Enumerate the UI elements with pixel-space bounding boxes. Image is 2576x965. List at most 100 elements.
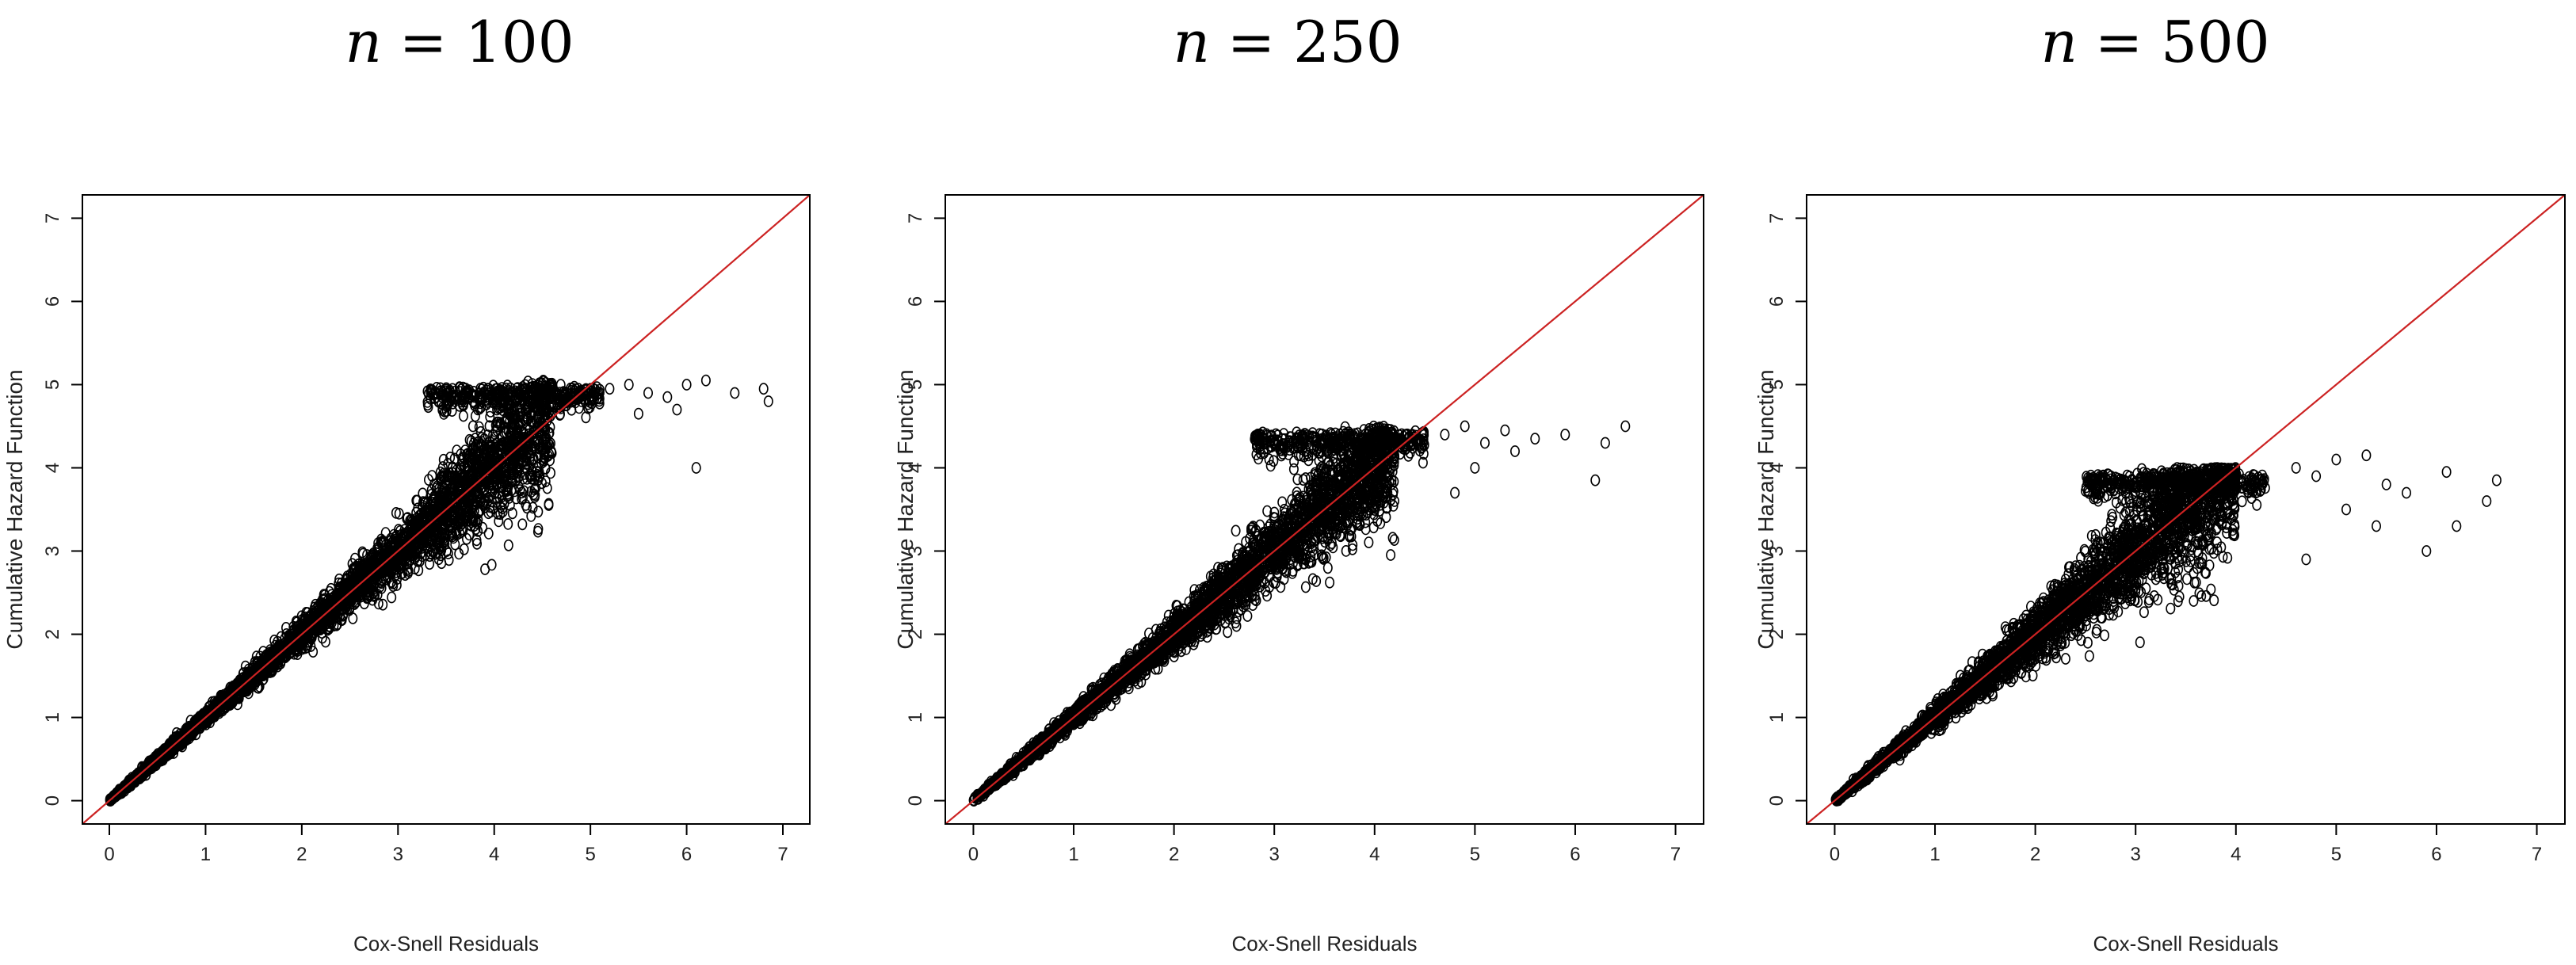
data-point (105, 794, 115, 807)
data-point (594, 392, 605, 405)
data-point (558, 388, 568, 401)
data-point (386, 576, 396, 589)
data-point (450, 385, 460, 398)
data-point (320, 635, 330, 648)
data-point (445, 526, 456, 538)
outlier-point (700, 374, 711, 387)
plot-frame (82, 194, 811, 825)
data-point (473, 436, 483, 448)
data-point (349, 598, 360, 610)
data-point (479, 498, 489, 509)
x-tick-label: 5 (585, 844, 595, 865)
data-point (444, 554, 454, 566)
data-point (459, 452, 469, 463)
data-point (151, 751, 162, 764)
data-point (504, 404, 514, 416)
data-point (466, 512, 476, 524)
data-point (403, 512, 413, 524)
y-tick-label: 2 (42, 629, 63, 639)
data-point (540, 393, 551, 406)
outlier-point (633, 407, 643, 420)
y-tick-label: 1 (42, 712, 63, 723)
data-point (423, 536, 433, 549)
data-point (492, 387, 502, 399)
data-point (478, 381, 488, 394)
data-point (497, 490, 507, 503)
data-point (380, 573, 391, 585)
data-point (442, 400, 452, 413)
outlier-point (758, 383, 769, 395)
data-point (470, 397, 480, 410)
data-point (113, 786, 124, 799)
data-point (517, 491, 528, 504)
data-point (503, 518, 513, 530)
data-point (499, 394, 509, 406)
data-point (480, 563, 490, 575)
data-point (517, 493, 527, 505)
data-point (509, 417, 520, 429)
data-point (585, 401, 595, 414)
data-point (450, 538, 460, 551)
outlier-point (605, 383, 615, 395)
data-point (467, 471, 477, 483)
data-point (234, 692, 244, 704)
data-point (457, 491, 467, 504)
data-point (483, 458, 494, 471)
data-point (492, 416, 502, 429)
x-axis-label: Cox-Snell Residuals (353, 932, 539, 955)
title-value: = 250 (1227, 9, 1402, 75)
data-point (515, 484, 525, 497)
data-point (478, 480, 488, 493)
data-point (209, 696, 219, 708)
panel-title: n = 250 (1173, 9, 1402, 75)
panel-title: n = 100 (345, 9, 574, 75)
data-point (425, 558, 435, 570)
data-point (544, 498, 554, 510)
data-point (276, 631, 286, 643)
data-point (570, 385, 580, 398)
data-point (532, 416, 542, 429)
data-point (518, 426, 529, 439)
data-point (378, 598, 388, 611)
data-point (426, 383, 436, 395)
data-point (459, 511, 469, 524)
data-point (436, 487, 446, 500)
data-point (1325, 576, 1335, 589)
data-point (442, 391, 452, 403)
data-point (397, 528, 407, 540)
data-point (467, 395, 478, 407)
data-point (564, 395, 574, 407)
data-point (216, 691, 226, 703)
data-point (300, 632, 311, 645)
data-point (433, 509, 443, 522)
data-point (552, 398, 563, 410)
data-point (583, 398, 593, 410)
data-point (472, 497, 483, 509)
data-point (495, 417, 506, 429)
data-point (473, 514, 483, 526)
data-point (488, 396, 498, 409)
data-point (422, 497, 433, 509)
y-tick-label: 4 (42, 463, 63, 473)
data-point (442, 471, 452, 483)
data-point (515, 408, 525, 420)
outlier-point (763, 395, 773, 407)
data-point (357, 546, 368, 559)
data-point (546, 445, 556, 457)
data-point (528, 502, 538, 514)
data-point (422, 542, 433, 554)
data-point (494, 515, 504, 528)
data-point (503, 539, 513, 551)
x-tick-label: 2 (296, 844, 307, 865)
data-point (526, 486, 536, 498)
reference-line (82, 195, 810, 824)
data-point (438, 453, 448, 466)
data-point (273, 647, 284, 660)
y-tick-label: 5 (42, 380, 63, 390)
data-point (426, 484, 437, 496)
data-point (371, 552, 381, 564)
data-point (192, 718, 202, 730)
data-point (414, 555, 425, 567)
